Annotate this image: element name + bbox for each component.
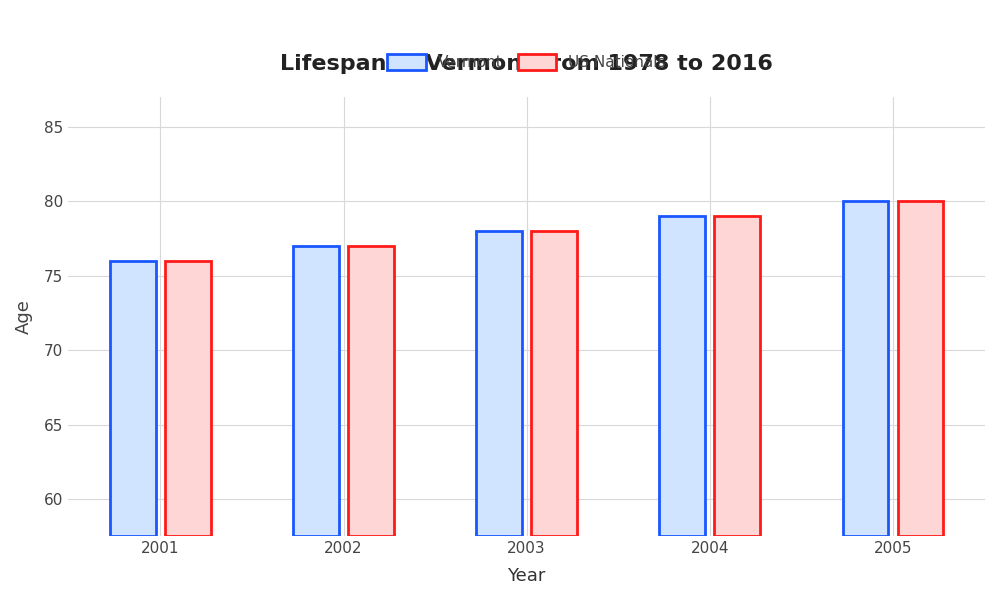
Bar <box>714 217 760 536</box>
Bar <box>293 246 339 536</box>
Bar <box>531 231 577 536</box>
Y-axis label: Age: Age <box>15 299 33 334</box>
X-axis label: Year: Year <box>507 567 546 585</box>
Title: Lifespan in Vermont from 1978 to 2016: Lifespan in Vermont from 1978 to 2016 <box>280 53 773 74</box>
Bar <box>898 202 943 536</box>
Bar <box>476 231 522 536</box>
Legend: Vermont, US Nationals: Vermont, US Nationals <box>381 48 672 76</box>
Bar <box>659 217 705 536</box>
Bar <box>843 202 888 536</box>
Bar <box>110 261 156 536</box>
Bar <box>165 261 211 536</box>
Bar <box>348 246 394 536</box>
